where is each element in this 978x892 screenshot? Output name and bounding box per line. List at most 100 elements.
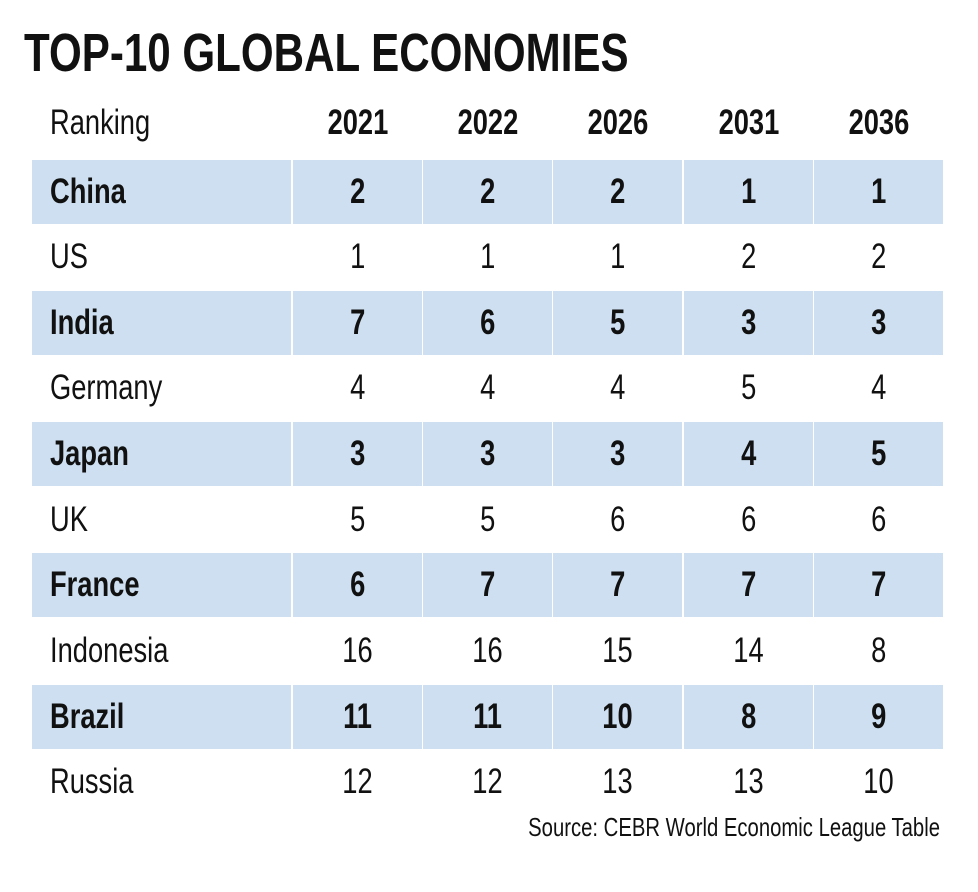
country-cell: US — [32, 225, 291, 289]
rank-value: 6 — [479, 303, 496, 342]
rank-value: 6 — [609, 500, 626, 539]
rank-cell: 6 — [684, 488, 813, 552]
rank-cell: 1 — [684, 160, 813, 224]
header-label: 2031 — [718, 103, 779, 142]
rank-value: 1 — [740, 172, 757, 211]
rank-value: 2 — [870, 237, 887, 276]
header-label: Ranking — [50, 103, 151, 142]
rank-cell: 4 — [684, 422, 813, 486]
rank-value: 8 — [870, 631, 887, 670]
rank-value: 4 — [349, 368, 366, 407]
table-row: China 2 2 2 1 1 — [32, 160, 944, 224]
rank-value: 2 — [740, 237, 757, 276]
rank-cell: 7 — [423, 553, 552, 617]
rank-cell: 4 — [423, 356, 552, 420]
rank-cell: 4 — [814, 356, 943, 420]
country-name: France — [50, 565, 140, 604]
table-row: Russia 12 12 13 13 10 — [32, 750, 944, 814]
table-row: Indonesia 16 16 15 14 8 — [32, 619, 944, 683]
rank-cell: 3 — [684, 291, 813, 355]
header-label: 2026 — [587, 103, 648, 142]
rank-value: 3 — [740, 303, 757, 342]
rank-cell: 15 — [553, 619, 682, 683]
page-title: TOP-10 GLOBAL ECONOMIES — [24, 22, 799, 84]
country-cell: Germany — [32, 356, 291, 420]
rank-cell: 16 — [423, 619, 552, 683]
country-name: UK — [50, 500, 88, 539]
rank-value: 1 — [349, 237, 366, 276]
rank-cell: 6 — [423, 291, 552, 355]
rank-cell: 16 — [293, 619, 422, 683]
rank-value: 7 — [870, 565, 887, 604]
rank-value: 5 — [479, 500, 496, 539]
rank-value: 3 — [479, 434, 496, 473]
rank-value: 1 — [609, 237, 626, 276]
header-label: 2036 — [848, 103, 909, 142]
country-cell: India — [32, 291, 291, 355]
rank-cell: 4 — [293, 356, 422, 420]
rank-cell: 9 — [814, 685, 943, 749]
rank-value: 6 — [740, 500, 757, 539]
rank-cell: 1 — [293, 225, 422, 289]
rank-cell: 11 — [423, 685, 552, 749]
header-label: 2021 — [327, 103, 388, 142]
rank-value: 12 — [472, 762, 503, 801]
country-name: US — [50, 237, 88, 276]
header-year: 2021 — [293, 95, 422, 151]
rank-value: 1 — [479, 237, 496, 276]
rank-cell: 11 — [293, 685, 422, 749]
rank-value: 5 — [870, 434, 887, 473]
country-cell: China — [32, 160, 291, 224]
country-name: India — [50, 303, 114, 342]
rank-value: 7 — [609, 565, 626, 604]
rank-value: 14 — [733, 631, 764, 670]
rank-cell: 8 — [814, 619, 943, 683]
rank-value: 5 — [609, 303, 626, 342]
rank-value: 2 — [479, 172, 496, 211]
rank-value: 15 — [602, 631, 633, 670]
rank-value: 11 — [473, 697, 502, 736]
header-year: 2026 — [553, 95, 682, 151]
rank-value: 7 — [349, 303, 366, 342]
country-cell: Brazil — [32, 685, 291, 749]
rank-value: 9 — [870, 697, 887, 736]
country-name: Russia — [50, 762, 134, 801]
rank-cell: 12 — [293, 750, 422, 814]
rank-value: 5 — [349, 500, 366, 539]
rank-value: 3 — [349, 434, 366, 473]
rank-value: 16 — [472, 631, 503, 670]
rank-cell: 5 — [293, 488, 422, 552]
rank-value: 4 — [609, 368, 626, 407]
rank-cell: 1 — [814, 160, 943, 224]
rank-value: 2 — [609, 172, 626, 211]
rank-cell: 7 — [553, 553, 682, 617]
rank-cell: 13 — [553, 750, 682, 814]
rank-cell: 3 — [293, 422, 422, 486]
country-name: Indonesia — [50, 631, 169, 670]
rank-value: 3 — [870, 303, 887, 342]
rank-cell: 6 — [293, 553, 422, 617]
country-cell: Japan — [32, 422, 291, 486]
rank-cell: 3 — [553, 422, 682, 486]
rank-cell: 5 — [814, 422, 943, 486]
country-cell: UK — [32, 488, 291, 552]
rank-value: 13 — [733, 762, 764, 801]
rank-value: 5 — [740, 368, 757, 407]
rank-cell: 4 — [553, 356, 682, 420]
source-text: Source: CEBR World Economic League Table — [528, 812, 940, 842]
country-name: China — [50, 172, 126, 211]
rank-value: 10 — [602, 697, 633, 736]
rank-cell: 5 — [684, 356, 813, 420]
rank-cell: 10 — [814, 750, 943, 814]
rank-cell: 2 — [423, 160, 552, 224]
rank-value: 6 — [870, 500, 887, 539]
header-label: 2022 — [457, 103, 518, 142]
rank-cell: 3 — [423, 422, 552, 486]
rank-cell: 7 — [684, 553, 813, 617]
rank-cell: 6 — [553, 488, 682, 552]
table-row: Brazil 11 11 10 8 9 — [32, 685, 944, 749]
rank-value: 7 — [479, 565, 496, 604]
header-ranking: Ranking — [32, 95, 291, 151]
rank-cell: 12 — [423, 750, 552, 814]
table-row: US 1 1 1 2 2 — [32, 225, 944, 289]
